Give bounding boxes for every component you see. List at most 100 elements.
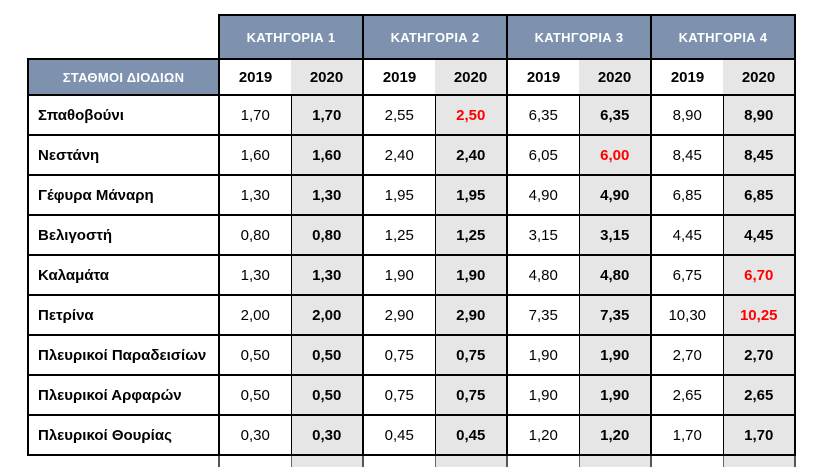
toll-value-cell: 1,20 [506, 414, 579, 456]
table-row: Νεστάνη 1,60 1,60 2,40 2,40 6,05 6,00 8,45 8,45 [27, 134, 796, 176]
partial-cell [290, 455, 363, 467]
toll-value-cell: 1,90 [578, 374, 651, 416]
corner-spacer [28, 15, 219, 59]
toll-value-cell: 0,30 [290, 414, 363, 456]
toll-value-cell: 0,50 [290, 374, 363, 416]
station-name: Πλευρικοί Αρφαρών [27, 374, 220, 416]
toll-value-cell: 6,85 [722, 174, 796, 216]
partial-cell [578, 455, 651, 467]
toll-value-cell: 0,45 [362, 414, 435, 456]
toll-value-cell: 1,30 [290, 174, 363, 216]
year-header-2019: 2019 [506, 58, 579, 96]
toll-value-cell: 2,70 [722, 334, 796, 376]
partial-cell [218, 455, 291, 467]
year-header-2020: 2020 [435, 58, 507, 96]
toll-value-cell: 2,50 [434, 94, 507, 136]
toll-value-cell: 8,45 [722, 134, 796, 176]
category-header-2: ΚΑΤΗΓΟΡΙΑ 2 [362, 14, 508, 60]
station-name: Πετρίνα [27, 294, 220, 336]
toll-value-cell: 6,00 [578, 134, 651, 176]
toll-value-cell: 4,80 [578, 254, 651, 296]
toll-value-cell: 0,75 [434, 374, 507, 416]
station-name: Πλευρικοί Παραδεισίων [27, 334, 220, 376]
partial-cell [722, 455, 796, 467]
toll-value-cell: 7,35 [578, 294, 651, 336]
toll-value-cell: 0,30 [218, 414, 291, 456]
year-header-row: ΣΤΑΘΜΟΙ ΔΙΟΔΙΩΝ 2019 2020 2019 2020 2019… [27, 58, 796, 96]
toll-value-cell: 1,30 [218, 174, 291, 216]
toll-value-cell: 3,15 [506, 214, 579, 256]
toll-value-cell: 4,80 [506, 254, 579, 296]
table-row: Πλευρικοί Παραδεισίων 0,50 0,50 0,75 0,75 1,9… [27, 334, 796, 376]
year-header-2019: 2019 [362, 58, 435, 96]
toll-value-cell: 0,50 [290, 334, 363, 376]
toll-value-cell: 2,00 [218, 294, 291, 336]
toll-value-cell: 2,70 [650, 334, 723, 376]
toll-value-cell: 1,60 [290, 134, 363, 176]
stations-column-header: ΣΤΑΘΜΟΙ ΔΙΟΔΙΩΝ [27, 58, 220, 96]
year-header-2020: 2020 [291, 58, 363, 96]
toll-value-cell: 6,05 [506, 134, 579, 176]
toll-value-cell: 1,90 [434, 254, 507, 296]
toll-value-cell: 1,60 [218, 134, 291, 176]
toll-value-cell: 2,40 [362, 134, 435, 176]
table-row: Πλευρικοί Θουρίας 0,30 0,30 0,45 0,45 1,20 1,2… [27, 414, 796, 456]
year-header-2019: 2019 [650, 58, 723, 96]
toll-value-cell: 2,65 [650, 374, 723, 416]
toll-value-cell: 6,75 [650, 254, 723, 296]
year-header-2019: 2019 [218, 58, 291, 96]
toll-value-cell: 4,90 [506, 174, 579, 216]
table-row: Καλαμάτα 1,30 1,30 1,90 1,90 4,80 4,80 6,75 6,70 [27, 254, 796, 296]
toll-value-cell: 1,70 [290, 94, 363, 136]
toll-value-cell: 7,35 [506, 294, 579, 336]
table-row: Γέφυρα Μάναρη 1,30 1,30 1,95 1,95 4,90 4,90 6,8… [27, 174, 796, 216]
partial-cell [28, 455, 219, 467]
partial-cell [650, 455, 723, 467]
toll-value-cell: 1,30 [290, 254, 363, 296]
year-header-2020: 2020 [723, 58, 796, 96]
toll-value-cell: 1,25 [362, 214, 435, 256]
toll-value-cell: 6,70 [722, 254, 796, 296]
station-name: Γέφυρα Μάναρη [27, 174, 220, 216]
toll-value-cell: 1,90 [578, 334, 651, 376]
toll-value-cell: 2,00 [290, 294, 363, 336]
toll-value-cell: 1,70 [650, 414, 723, 456]
toll-value-cell: 4,45 [650, 214, 723, 256]
toll-value-cell: 8,45 [650, 134, 723, 176]
table-row: Βελιγοστή 0,80 0,80 1,25 1,25 3,15 3,15 4,45 4,4… [27, 214, 796, 256]
toll-value-cell: 8,90 [722, 94, 796, 136]
toll-value-cell: 1,70 [722, 414, 796, 456]
station-name: Σπαθοβούνι [27, 94, 220, 136]
category-header-row: ΚΑΤΗΓΟΡΙΑ 1 ΚΑΤΗΓΟΡΙΑ 2 ΚΑΤΗΓΟΡΙΑ 3 ΚΑΤΗ… [28, 14, 796, 60]
toll-value-cell: 0,50 [218, 374, 291, 416]
toll-value-cell: 2,90 [434, 294, 507, 336]
toll-value-cell: 10,25 [722, 294, 796, 336]
toll-value-cell: 6,85 [650, 174, 723, 216]
toll-value-cell: 1,95 [434, 174, 507, 216]
toll-value-cell: 1,95 [362, 174, 435, 216]
toll-value-cell: 0,75 [362, 374, 435, 416]
partial-cell [362, 455, 435, 467]
station-name: Νεστάνη [27, 134, 220, 176]
toll-value-cell: 0,80 [290, 214, 363, 256]
toll-value-cell: 3,15 [578, 214, 651, 256]
toll-value-cell: 1,90 [506, 374, 579, 416]
station-name: Πλευρικοί Θουρίας [27, 414, 220, 456]
table-row: Σπαθοβούνι 1,70 1,70 2,55 2,50 6,35 6,35 8,90 8,… [27, 94, 796, 136]
toll-value-cell: 1,20 [578, 414, 651, 456]
toll-value-cell: 6,35 [578, 94, 651, 136]
station-name: Καλαμάτα [27, 254, 220, 296]
partial-cutoff-row [28, 455, 796, 467]
toll-value-cell: 0,50 [218, 334, 291, 376]
toll-value-cell: 2,40 [434, 134, 507, 176]
toll-value-cell: 2,65 [722, 374, 796, 416]
station-name: Βελιγοστή [27, 214, 220, 256]
toll-value-cell: 6,35 [506, 94, 579, 136]
toll-value-cell: 0,45 [434, 414, 507, 456]
toll-value-cell: 0,75 [362, 334, 435, 376]
toll-value-cell: 2,90 [362, 294, 435, 336]
toll-value-cell: 1,70 [218, 94, 291, 136]
toll-value-cell: 4,45 [722, 214, 796, 256]
toll-value-cell: 0,75 [434, 334, 507, 376]
table-row: Πλευρικοί Αρφαρών 0,50 0,50 0,75 0,75 1,90 1,9… [27, 374, 796, 416]
